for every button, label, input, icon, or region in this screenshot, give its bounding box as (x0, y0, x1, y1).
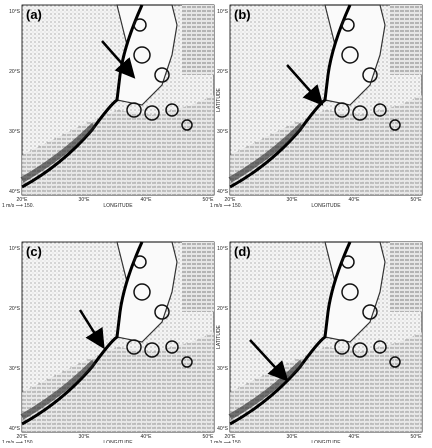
x-tick-label: 50°E (411, 434, 423, 440)
vector-field (22, 332, 214, 432)
eddy (165, 103, 179, 117)
panel-label: (b) (234, 7, 251, 22)
eddy (133, 283, 151, 301)
panel: (c)10°S20°S30°S40°S20°E 30°E 40°E 50°E1 m/s… (2, 241, 215, 446)
eddy (373, 103, 387, 117)
x-tick-label: 20°E (17, 197, 29, 203)
x-tick-label: 50°E (203, 434, 215, 440)
y-tick-label: 40°S (217, 189, 229, 195)
eddy (334, 339, 350, 355)
eddy (341, 255, 355, 269)
eddy (341, 46, 359, 64)
eddy (154, 304, 170, 320)
coastline (21, 4, 144, 189)
vector-field (22, 95, 214, 195)
eddy (334, 102, 350, 118)
y-tick-label: 40°S (9, 426, 21, 432)
y-tick-label: 40°S (217, 426, 229, 432)
eddy (126, 339, 142, 355)
x-tick-label: 20°E (17, 434, 29, 440)
eddy (126, 102, 142, 118)
x-tick-label: 50°E (411, 197, 423, 203)
y-tick-label: 10°S (9, 246, 21, 252)
eddy (389, 356, 401, 368)
eddy (341, 283, 359, 301)
eddy (373, 340, 387, 354)
y-tick-label: 10°S (217, 246, 229, 252)
north-vectors (390, 5, 422, 75)
eddy (362, 304, 378, 320)
north-vectors (390, 242, 422, 312)
coastline (21, 241, 144, 426)
panel: (b) 10°S 20°S 30°S 40°S 20°E 30°E 40°E 50°E 1 m/s… (210, 4, 423, 209)
current-band (20, 122, 97, 183)
x-tick-label: 40°E (141, 434, 153, 440)
current-band (20, 359, 97, 420)
coastline (229, 241, 352, 426)
x-tick-label: 30°E (79, 434, 91, 440)
x-tick-label: 50°E (203, 197, 215, 203)
eddy (362, 67, 378, 83)
current-band (228, 359, 305, 420)
panel-label: (c) (26, 244, 42, 259)
x-tick-label: 40°E (141, 197, 153, 203)
coastline (229, 4, 352, 189)
current-band (228, 122, 305, 183)
eddy (341, 18, 355, 32)
panel-label: (a) (26, 7, 42, 22)
x-tick-label: 40°E (349, 434, 361, 440)
eddy (133, 18, 147, 32)
eddy (389, 119, 401, 131)
eddy (144, 105, 160, 121)
x-axis-label: LONGITUDE (103, 203, 133, 209)
eddy (165, 340, 179, 354)
eddy (133, 255, 147, 269)
pointer-arrow (249, 339, 289, 382)
eddy (181, 356, 193, 368)
x-tick-label: 30°E (79, 197, 91, 203)
x-tick-label: 30°E (287, 197, 299, 203)
vector-field (230, 332, 422, 432)
x-tick-label: 40°E (349, 197, 361, 203)
y-tick-label: 20°S (217, 306, 229, 312)
scale-label: 1 m/s ⟶ 150. (2, 203, 34, 209)
eddy (144, 342, 160, 358)
eddy (352, 342, 368, 358)
eddy (181, 119, 193, 131)
scale-label: 1 m/s ⟶ 150. (210, 203, 242, 209)
x-tick-label: 20°E (225, 434, 237, 440)
y-tick-label: 40°S (9, 189, 21, 195)
pointer-arrow (101, 40, 136, 79)
y-tick-label: 20°S (9, 306, 21, 312)
y-tick-label: 30°S (9, 129, 21, 135)
panel: (a) 10°S 20°S 30°S 40°S 20°E 30°E 40°E 50°E 1 m/s… (2, 4, 215, 209)
eddy (154, 67, 170, 83)
y-axis-label: LATITUDE (216, 87, 222, 111)
pointer-arrow (78, 309, 105, 350)
y-tick-label: 10°S (9, 9, 21, 15)
pointer-arrow (286, 64, 324, 106)
x-axis-label: LONGITUDE (311, 203, 341, 209)
y-axis-label: LATITUDE (216, 324, 222, 348)
north-vectors (182, 242, 214, 312)
y-tick-label: 10°S (217, 9, 229, 15)
x-tick-label: 20°E (225, 197, 237, 203)
eddy (133, 46, 151, 64)
y-tick-label: 30°S (217, 129, 229, 135)
x-tick-label: 30°E (287, 434, 299, 440)
north-vectors (182, 5, 214, 75)
panel: (d)10°S20°S30°S40°S20°E 30°E 40°E 50°E1 m/s… (210, 241, 423, 446)
y-tick-label: 30°S (217, 366, 229, 372)
y-tick-label: 30°S (9, 366, 21, 372)
panel-label: (d) (234, 244, 251, 259)
eddy (352, 105, 368, 121)
vector-field (230, 95, 422, 195)
y-tick-label: 20°S (217, 69, 229, 75)
y-tick-label: 20°S (9, 69, 21, 75)
